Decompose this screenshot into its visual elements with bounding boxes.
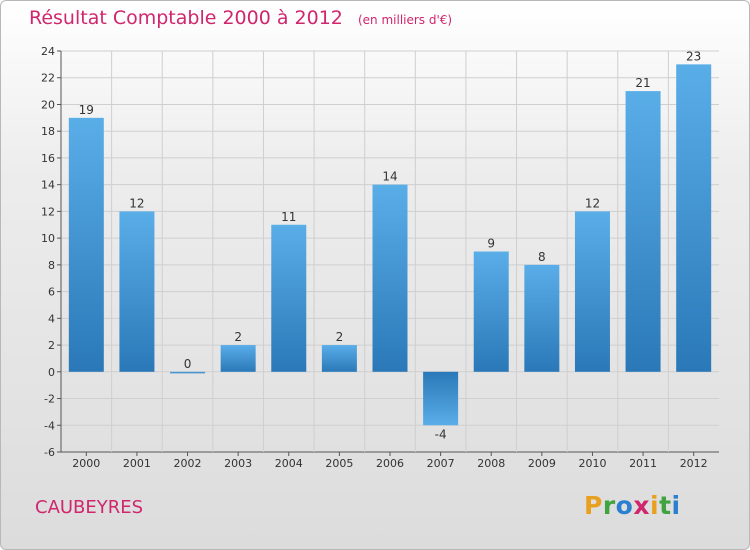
logo-letter: i xyxy=(650,491,660,520)
data-label-2005: 2 xyxy=(336,330,344,344)
x-tick-label-2011: 2011 xyxy=(629,457,657,470)
logo-letter: i xyxy=(671,491,681,520)
x-tick-label-2007: 2007 xyxy=(427,457,455,470)
data-label-2001: 12 xyxy=(129,196,144,210)
x-tick-label-2001: 2001 xyxy=(123,457,151,470)
bar-2001 xyxy=(119,211,155,372)
logo-letter: x xyxy=(633,491,650,520)
logo-letter: r xyxy=(602,491,616,520)
bar-2009 xyxy=(524,264,560,372)
data-label-2002: 0 xyxy=(184,357,192,371)
y-tick-label: -4 xyxy=(44,419,55,432)
y-tick-label: 0 xyxy=(48,366,55,379)
x-tick-label-2004: 2004 xyxy=(275,457,303,470)
x-tick-label-2006: 2006 xyxy=(376,457,404,470)
data-label-2008: 9 xyxy=(487,237,495,251)
logo-letter: P xyxy=(584,491,603,520)
bar-2003 xyxy=(220,345,256,372)
bar-2010 xyxy=(574,211,610,372)
x-tick-label-2003: 2003 xyxy=(224,457,252,470)
data-label-2000: 19 xyxy=(79,103,94,117)
bar-2000 xyxy=(68,117,104,372)
proxiti-logo: Proxiti xyxy=(584,491,681,520)
bar-2008 xyxy=(473,251,509,372)
x-tick-label-2009: 2009 xyxy=(528,457,556,470)
x-tick-label-2002: 2002 xyxy=(174,457,202,470)
y-tick-label: 8 xyxy=(48,259,55,272)
chart-title-main: Résultat Comptable 2000 à 2012 xyxy=(29,7,343,29)
y-tick-label: -2 xyxy=(44,393,55,406)
data-label-2011: 21 xyxy=(635,76,650,90)
bar-2011 xyxy=(625,91,661,372)
data-label-2010: 12 xyxy=(585,196,600,210)
y-tick-label: 10 xyxy=(41,232,55,245)
y-tick-label: 16 xyxy=(41,152,55,165)
logo-letter: t xyxy=(659,491,672,520)
x-tick-label-2010: 2010 xyxy=(578,457,606,470)
bar-2002 xyxy=(170,371,206,374)
x-tick-label-2012: 2012 xyxy=(680,457,708,470)
bar-2005 xyxy=(321,345,357,372)
chart-title-unit: (en milliers d'€) xyxy=(357,13,453,27)
y-tick-label: 22 xyxy=(41,72,55,85)
y-tick-label: 18 xyxy=(41,125,55,138)
data-label-2004: 11 xyxy=(281,210,296,224)
logo-letter: o xyxy=(615,491,634,520)
data-label-2009: 8 xyxy=(538,250,546,264)
y-tick-label: 20 xyxy=(41,98,55,111)
y-tick-label: 4 xyxy=(48,312,55,325)
y-tick-label: 12 xyxy=(41,205,55,218)
x-tick-label-2000: 2000 xyxy=(72,457,100,470)
x-tick-label-2005: 2005 xyxy=(325,457,353,470)
y-tick-label: -6 xyxy=(44,446,55,459)
data-label-2012: 23 xyxy=(686,49,701,63)
chart-title: Résultat Comptable 2000 à 2012 (en milli… xyxy=(29,7,452,29)
bar-2007 xyxy=(423,371,459,426)
y-tick-label: 2 xyxy=(48,339,55,352)
bar-2004 xyxy=(271,224,307,372)
data-label-2007: -4 xyxy=(435,427,447,441)
commune-name: CAUBEYRES xyxy=(35,497,144,518)
bar-2012 xyxy=(676,64,712,372)
data-label-2003: 2 xyxy=(234,330,242,344)
y-tick-label: 14 xyxy=(41,179,55,192)
data-label-2006: 14 xyxy=(382,170,397,184)
x-tick-label-2008: 2008 xyxy=(477,457,505,470)
y-tick-label: 24 xyxy=(41,45,55,58)
bar-2006 xyxy=(372,184,408,372)
y-tick-label: 6 xyxy=(48,286,55,299)
